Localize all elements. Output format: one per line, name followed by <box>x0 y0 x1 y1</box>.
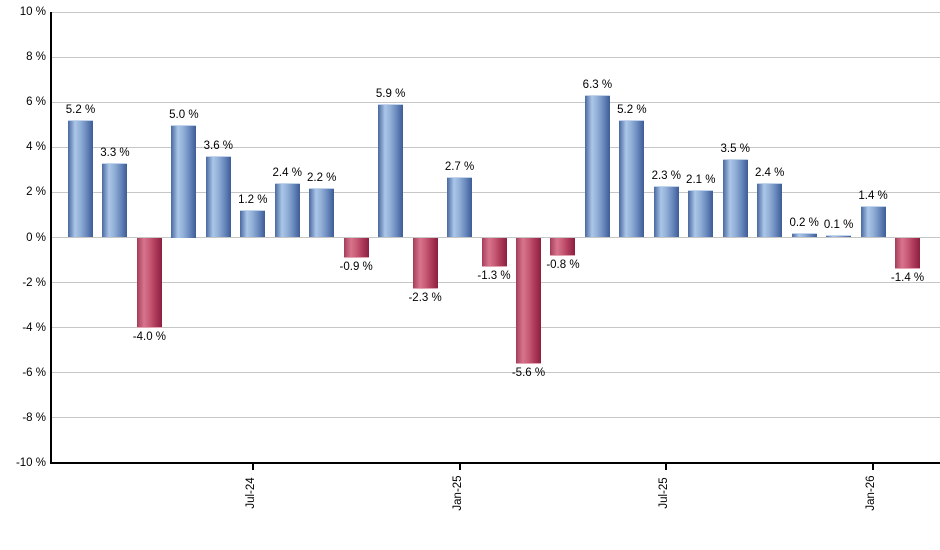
bar-value-label: 2.4 % <box>754 167 785 180</box>
gridline <box>52 56 940 58</box>
bar <box>619 120 645 238</box>
x-axis-tick-label: Jan-25 <box>451 475 464 511</box>
gridline <box>52 101 940 103</box>
x-axis-tick <box>665 464 668 470</box>
bar-value-label: 2.1 % <box>686 174 716 187</box>
bar-value-label: 6.3 % <box>582 79 613 92</box>
bar <box>481 237 507 267</box>
y-axis-tick-label: 2 % <box>26 186 46 199</box>
bar-value-label: 5.2 % <box>65 104 96 117</box>
bar-value-label: 1.2 % <box>238 194 268 207</box>
bar <box>860 205 886 238</box>
y-axis-tick-label: -2 % <box>22 276 46 289</box>
gridline <box>52 11 940 13</box>
bar <box>378 104 404 238</box>
bar-value-label: 2.4 % <box>272 167 302 180</box>
bar-value-label: -1.4 % <box>890 272 925 285</box>
bar <box>136 237 162 328</box>
bar <box>791 232 817 238</box>
bar <box>584 95 610 238</box>
x-axis-tick <box>458 464 461 470</box>
gridline <box>52 191 940 193</box>
x-axis-tick <box>251 464 254 470</box>
y-axis-tick-label: 0 % <box>26 231 46 244</box>
bar <box>757 183 783 238</box>
bar-value-label: -2.3 % <box>408 292 442 305</box>
bar <box>274 183 300 238</box>
bar-value-label: 0.2 % <box>789 216 819 229</box>
y-axis-tick-label: 4 % <box>26 141 46 154</box>
gridline <box>52 282 940 284</box>
bar <box>171 124 197 238</box>
bar-value-label: 3.3 % <box>100 147 130 160</box>
y-axis-tick-label: 10 % <box>19 6 46 18</box>
y-axis-tick-label: -4 % <box>22 321 46 334</box>
bar <box>688 190 714 238</box>
bar <box>515 237 541 364</box>
gridline <box>52 146 940 148</box>
y-axis-tick-label: 8 % <box>26 51 46 64</box>
bar-value-label: 2.3 % <box>651 169 682 182</box>
y-axis-tick-label: -8 % <box>22 411 46 424</box>
x-axis-tick-label: Jul-24 <box>244 477 257 509</box>
bar-value-label: 3.5 % <box>720 142 750 155</box>
x-axis-line <box>50 462 940 464</box>
gridline <box>52 417 940 419</box>
bar <box>895 237 921 270</box>
bar-value-label: 1.4 % <box>858 189 888 202</box>
y-axis-tick-label: -10 % <box>15 457 46 469</box>
bar-value-label: 5.0 % <box>169 108 199 121</box>
bar <box>550 237 576 256</box>
bar-value-label: -0.9 % <box>339 260 373 273</box>
x-axis-tick-label: Jan-26 <box>865 475 878 511</box>
y-axis-tick-label: 6 % <box>26 96 46 109</box>
bar <box>653 185 679 238</box>
bar-value-label: -1.3 % <box>477 269 511 282</box>
bar <box>102 163 128 238</box>
bar-value-label: 5.2 % <box>617 104 647 117</box>
bar-value-label: -4.0 % <box>132 330 167 343</box>
y-axis-line <box>50 12 52 464</box>
bar-value-label: 3.6 % <box>203 140 234 153</box>
bar <box>205 156 231 238</box>
bar-value-label: 5.9 % <box>375 88 406 101</box>
bar <box>343 237 369 258</box>
bar-value-label: 0.1 % <box>823 219 854 232</box>
gridline <box>52 327 940 329</box>
bar <box>722 158 748 238</box>
bar-value-label: 2.7 % <box>444 160 475 173</box>
x-axis-tick-label: Jul-25 <box>658 477 671 509</box>
bar-value-label: -5.6 % <box>511 366 546 379</box>
bar <box>309 187 335 238</box>
bar-value-label: 2.2 % <box>307 171 337 184</box>
y-axis-tick-label: -6 % <box>22 366 46 379</box>
bar <box>240 210 266 238</box>
x-axis-tick <box>872 464 875 470</box>
bar <box>826 235 852 238</box>
bar-value-label: -0.8 % <box>546 258 580 271</box>
bar <box>412 237 438 290</box>
bar <box>447 176 473 238</box>
bar <box>68 120 93 238</box>
gridline <box>52 372 940 374</box>
